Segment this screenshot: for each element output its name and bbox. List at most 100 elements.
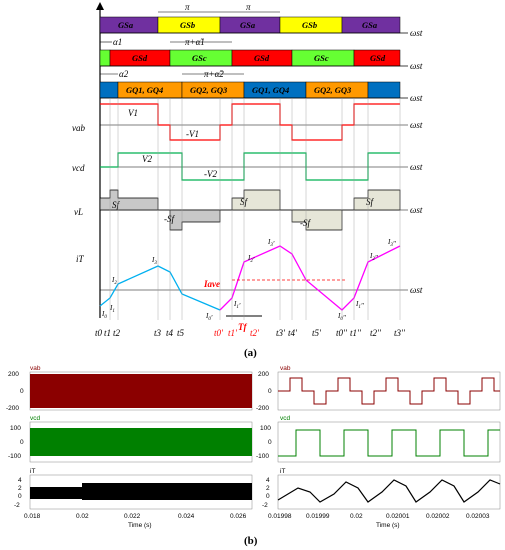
minus-v2-label: -V2 — [204, 169, 217, 179]
svg-text:0.026: 0.026 — [230, 513, 247, 520]
svg-text:0.024: 0.024 — [178, 513, 195, 520]
svg-text:t1'': t1'' — [350, 328, 362, 338]
pi-alpha1-label: π+α̃1 — [185, 37, 205, 47]
wst-label-6: ωst — [410, 205, 423, 215]
gsc-label-2: GSc — [314, 53, 329, 63]
gsd-label-1: GSd — [132, 53, 148, 63]
it-waveform-magenta — [219, 245, 401, 311]
sf-label-3: Sf — [366, 197, 375, 207]
svg-text:I2: I2 — [111, 276, 117, 286]
svg-text:t5: t5 — [177, 328, 185, 338]
svg-text:vab: vab — [280, 365, 291, 372]
vab-label: vab — [72, 123, 85, 133]
gate-row-2: GSd GSc GSd GSc GSd — [99, 49, 401, 67]
svg-text:I1'': I1'' — [355, 300, 364, 310]
left-plots: vab 200 0 -200 vcd 100 0 -100 iT 4 2 0 -… — [6, 365, 253, 529]
svg-text:2: 2 — [18, 485, 22, 492]
sf-label-2: Sf — [240, 197, 249, 207]
gq23-label-2: GQ2, GQ3 — [314, 85, 352, 95]
wst-label-3: ωst — [410, 93, 423, 103]
svg-text:Time (s): Time (s) — [376, 522, 400, 529]
svg-text:I0'': I0'' — [337, 312, 346, 322]
svg-text:-200: -200 — [256, 405, 269, 412]
svg-text:100: 100 — [10, 425, 21, 432]
svg-text:t1: t1 — [104, 328, 111, 338]
svg-text:t3: t3 — [154, 328, 162, 338]
vl-waveform — [99, 189, 401, 231]
svg-text:0.02: 0.02 — [76, 513, 89, 520]
svg-text:I1': I1' — [233, 300, 241, 310]
v1-label: V1 — [128, 108, 138, 118]
svg-text:0: 0 — [18, 493, 22, 500]
svg-text:200: 200 — [258, 371, 269, 378]
vcd-label: vcd — [72, 163, 85, 173]
current-labels: I0 I1 I2 I3 I0' I1' I2' I3' I0'' I1'' I2… — [101, 238, 396, 322]
svg-text:t2'': t2'' — [370, 328, 382, 338]
gsa-label-3: GSa — [362, 20, 378, 30]
svg-text:t1': t1' — [228, 328, 238, 338]
gq23-label-1: GQ2, GQ3 — [190, 85, 228, 95]
svg-text:-2: -2 — [262, 502, 268, 509]
svg-text:I0': I0' — [205, 312, 213, 322]
caption-a: (a) — [244, 347, 257, 359]
v2-label: V2 — [142, 154, 152, 164]
svg-text:4: 4 — [266, 477, 270, 484]
gq14-label-1: GQ1, GQ4 — [126, 85, 163, 95]
wst-label-5: ωst — [410, 162, 423, 172]
svg-text:-2: -2 — [14, 502, 20, 509]
svg-text:t4: t4 — [166, 328, 174, 338]
wst-label-1: ωst — [410, 28, 423, 38]
svg-text:0: 0 — [20, 439, 24, 446]
svg-text:Time (s): Time (s) — [128, 522, 152, 529]
pi-label-2: π — [246, 2, 251, 12]
minus-sf-label-2: -Sf — [300, 218, 311, 228]
svg-text:t0'': t0'' — [336, 328, 348, 338]
vab-waveform — [100, 103, 400, 141]
gsb-label-2: GSb — [302, 20, 317, 30]
minus-sf-label-1: -Sf — [164, 214, 175, 224]
gsa-label-2: GSa — [240, 20, 256, 30]
svg-text:iT: iT — [280, 468, 285, 475]
svg-text:-100: -100 — [256, 453, 269, 460]
gsa-label-1: GSa — [118, 20, 134, 30]
svg-text:t4': t4' — [288, 328, 298, 338]
svg-text:0.02002: 0.02002 — [426, 513, 450, 520]
svg-text:vcd: vcd — [30, 415, 41, 422]
svg-text:I3': I3' — [267, 238, 275, 248]
svg-text:I1: I1 — [109, 304, 115, 314]
svg-text:I2'': I2'' — [369, 252, 378, 262]
gsb-label-1: GSb — [180, 20, 195, 30]
svg-text:2: 2 — [266, 485, 270, 492]
svg-text:0.01999: 0.01999 — [306, 513, 330, 520]
axis-arrow-icon — [96, 2, 104, 10]
gsd-label-2: GSd — [254, 53, 270, 63]
minus-v1-label: -V1 — [186, 129, 199, 139]
svg-text:0: 0 — [20, 388, 24, 395]
vl-label: vL — [74, 207, 83, 217]
svg-text:-200: -200 — [6, 405, 19, 412]
gate-row-3: GQ1, GQ4 GQ2, GQ3 GQ1, GQ4 GQ2, GQ3 — [99, 81, 401, 99]
alpha2-label: α2 — [119, 69, 129, 79]
gq14-label-2: GQ1, GQ4 — [252, 85, 289, 95]
caption-b: (b) — [244, 535, 258, 547]
svg-text:t3': t3' — [276, 328, 286, 338]
svg-text:I2': I2' — [247, 254, 255, 264]
wst-label-4: ωst — [410, 120, 423, 130]
gsd-label-3: GSd — [370, 53, 386, 63]
svg-text:t2': t2' — [250, 328, 260, 338]
svg-text:0.02: 0.02 — [350, 513, 363, 520]
wst-label-7: ωst — [410, 285, 423, 295]
svg-text:vab: vab — [30, 365, 41, 372]
svg-text:t5': t5' — [312, 328, 322, 338]
gsc-label-1: GSc — [192, 53, 207, 63]
svg-text:I3'': I3'' — [387, 238, 396, 248]
right-plots: vab 200 0 -200 vcd 100 0 -100 iT 4 2 0 -… — [256, 365, 501, 529]
svg-text:I3: I3 — [151, 256, 157, 266]
svg-text:4: 4 — [18, 477, 22, 484]
svg-text:t0: t0 — [95, 328, 103, 338]
sf-label-1: Sf — [112, 200, 121, 210]
svg-text:0.01998: 0.01998 — [268, 513, 292, 520]
alpha1-label: α1 — [113, 37, 122, 47]
svg-text:iT: iT — [30, 468, 35, 475]
